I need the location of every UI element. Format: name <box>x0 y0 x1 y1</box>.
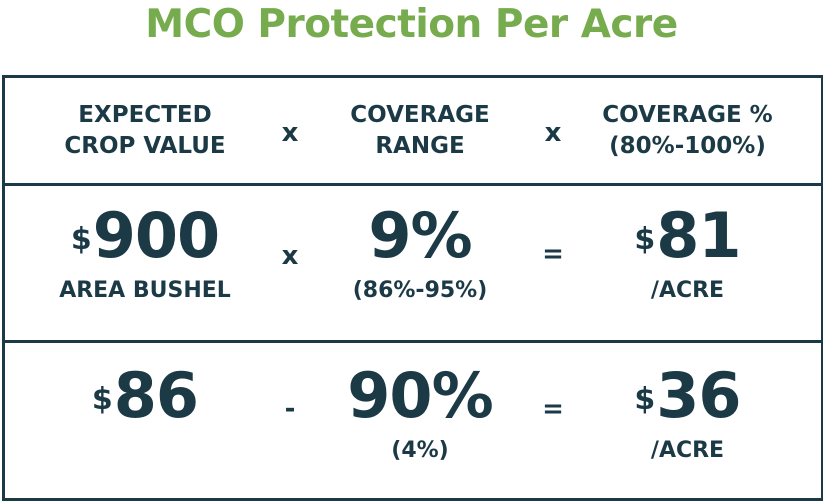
header-expected-crop-value: EXPECTED CROP VALUE <box>25 100 265 162</box>
calculation-table: EXPECTED CROP VALUE x COVERAGE RANGE x C… <box>2 75 823 501</box>
row1-coverage-range: 9% (86%-95%) <box>315 203 525 305</box>
page-title: MCO Protection Per Acre <box>145 2 678 47</box>
coverage-range-label: (86%-95%) <box>352 278 488 303</box>
amount-value: 81 <box>656 199 741 272</box>
row1-result: $81 /ACRE <box>580 203 795 305</box>
coverage-value: 90% <box>347 359 493 432</box>
currency-symbol: $ <box>70 222 92 257</box>
equals-operator: = <box>542 239 564 269</box>
multiply-operator: x <box>281 241 299 271</box>
result-unit-label: /ACRE <box>650 438 725 463</box>
coverage-label: (4%) <box>391 438 449 463</box>
coverage-range-value: 9% <box>368 199 472 272</box>
row2-value: $86 <box>25 363 265 429</box>
equals-operator: = <box>542 394 564 424</box>
header-line: CROP VALUE <box>64 133 226 159</box>
row-divider <box>5 340 821 343</box>
amount-value: 86 <box>113 359 199 432</box>
crop-value-label: AREA BUSHEL <box>59 278 231 303</box>
row1-crop-value: $900 AREA BUSHEL <box>25 203 265 305</box>
result-amount: $81 <box>580 203 795 269</box>
result-amount: $36 <box>580 363 795 429</box>
currency-symbol: $ <box>91 382 113 417</box>
header-coverage-percent: COVERAGE % (80%-100%) <box>580 100 795 162</box>
currency-symbol: $ <box>634 382 655 417</box>
header-line: COVERAGE <box>350 102 490 128</box>
header-line: RANGE <box>375 133 465 159</box>
header-coverage-range: COVERAGE RANGE <box>315 100 525 162</box>
multiply-operator: x <box>544 118 562 148</box>
multiply-operator: x <box>281 118 299 148</box>
result-unit-label: /ACRE <box>650 278 725 303</box>
amount-value: 36 <box>656 359 741 432</box>
currency-symbol: $ <box>634 222 655 257</box>
row2-result: $36 /ACRE <box>580 363 795 465</box>
row2-coverage: 90% (4%) <box>315 363 525 465</box>
value-amount: $86 <box>25 363 265 429</box>
header-divider <box>5 183 821 186</box>
amount-value: 900 <box>92 199 220 272</box>
header-line: COVERAGE % <box>602 102 773 128</box>
header-line: EXPECTED <box>78 102 212 128</box>
minus-operator: - <box>284 394 296 424</box>
header-line: (80%-100%) <box>609 133 766 159</box>
crop-value-amount: $900 <box>25 203 265 269</box>
